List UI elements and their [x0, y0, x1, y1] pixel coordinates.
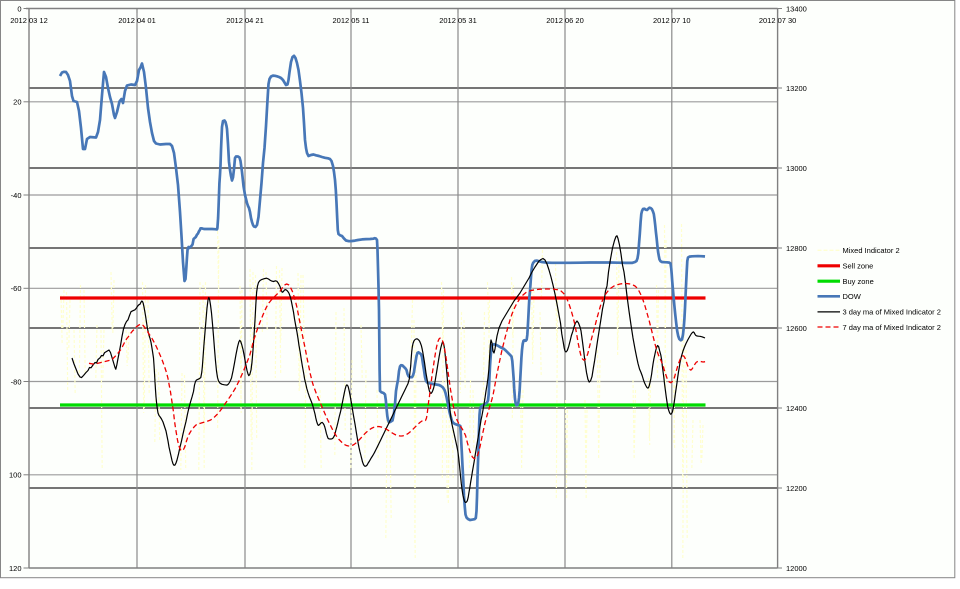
- svg-text:2012 04 01: 2012 04 01: [118, 16, 156, 25]
- svg-text:12800: 12800: [786, 244, 807, 253]
- svg-text:12400: 12400: [786, 404, 807, 413]
- svg-text:3 day ma of Mixed Indicator 2: 3 day ma of Mixed Indicator 2: [843, 308, 941, 317]
- svg-text:-40: -40: [11, 191, 22, 200]
- svg-text:-80: -80: [11, 377, 22, 386]
- svg-text:12000: 12000: [786, 564, 807, 573]
- svg-text:2012 03 12: 2012 03 12: [10, 16, 48, 25]
- svg-text:12600: 12600: [786, 324, 807, 333]
- svg-text:2012 04 21: 2012 04 21: [226, 16, 264, 25]
- svg-text:2012 05 11: 2012 05 11: [333, 16, 370, 25]
- svg-text:0: 0: [17, 4, 21, 13]
- svg-text:13000: 13000: [786, 164, 807, 173]
- svg-text:120: 120: [9, 564, 22, 573]
- svg-text:-60: -60: [11, 284, 22, 293]
- svg-text:7 day ma of Mixed Indicator 2: 7 day ma of Mixed Indicator 2: [843, 323, 941, 332]
- svg-text:2012 07 10: 2012 07 10: [653, 16, 691, 25]
- svg-text:Sell zone: Sell zone: [843, 262, 874, 271]
- svg-text:2012 05 31: 2012 05 31: [439, 16, 477, 25]
- svg-text:12200: 12200: [786, 484, 807, 493]
- svg-text:DOW: DOW: [843, 292, 862, 301]
- svg-text:Buy zone: Buy zone: [843, 277, 874, 286]
- svg-text:100: 100: [9, 471, 22, 480]
- svg-text:2012 06 20: 2012 06 20: [546, 16, 584, 25]
- svg-text:2012 07 30: 2012 07 30: [759, 16, 797, 25]
- svg-text:13200: 13200: [786, 84, 807, 93]
- svg-text:13400: 13400: [786, 4, 807, 13]
- svg-text:20: 20: [13, 98, 21, 107]
- svg-text:Mixed Indicator 2: Mixed Indicator 2: [843, 246, 900, 255]
